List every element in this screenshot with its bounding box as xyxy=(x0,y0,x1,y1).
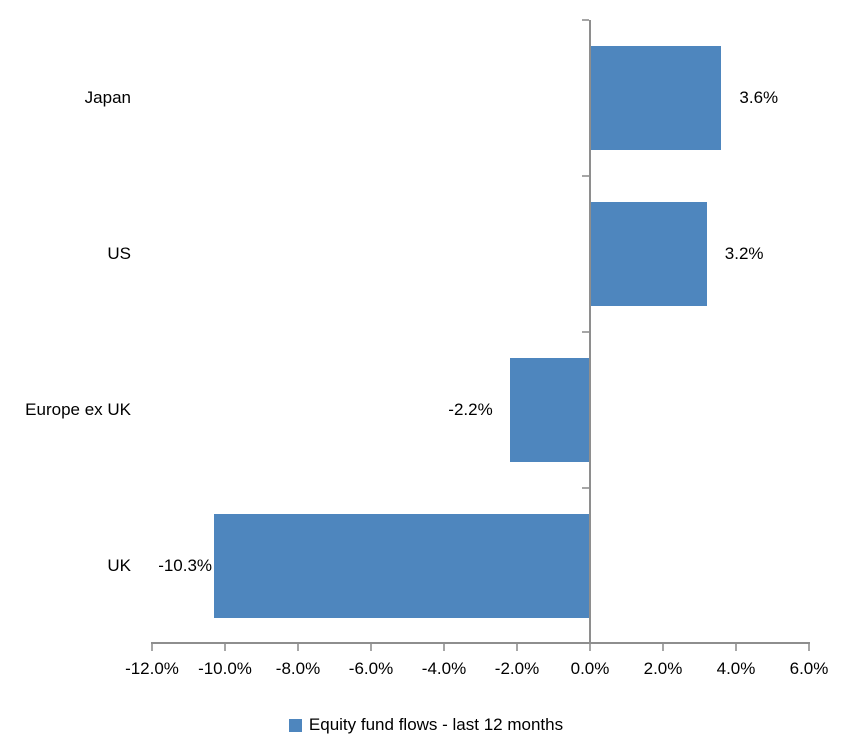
legend-swatch-icon xyxy=(288,718,302,732)
y-axis-tick xyxy=(582,19,589,21)
category-label: US xyxy=(107,244,131,263)
x-axis-tick-label: -8.0% xyxy=(275,659,321,678)
value-label: -10.3% xyxy=(158,556,213,575)
category-label: UK xyxy=(107,556,131,575)
x-axis-tick-label: 6.0% xyxy=(789,659,829,678)
bar xyxy=(509,358,590,462)
x-axis-tick-label: -4.0% xyxy=(421,659,467,678)
x-axis-line xyxy=(151,642,810,644)
bar xyxy=(590,202,707,306)
x-axis-tick xyxy=(662,644,664,651)
x-axis-tick-label: -2.0% xyxy=(494,659,540,678)
plot-area: Japan 3.6% US 3.2% Europe ex UK -2.2% UK -10.3%… xyxy=(25,19,829,678)
value-label: 3.2% xyxy=(724,244,764,263)
y-axis-tick xyxy=(582,331,589,333)
x-axis-tick xyxy=(443,644,445,651)
x-axis-tick-label: 4.0% xyxy=(716,659,756,678)
x-axis-tick xyxy=(589,644,591,651)
x-axis-tick xyxy=(297,644,299,651)
bar xyxy=(590,46,722,150)
x-axis-tick xyxy=(370,644,372,651)
x-axis-tick xyxy=(735,644,737,651)
x-axis-tick-label: -6.0% xyxy=(348,659,394,678)
x-axis-tick xyxy=(516,644,518,651)
x-axis-tick xyxy=(224,644,226,651)
category-label: Japan xyxy=(84,88,131,107)
x-axis-tick xyxy=(151,644,153,651)
y-axis-tick xyxy=(582,487,589,489)
x-axis-tick-label: 0.0% xyxy=(570,659,610,678)
value-label: 3.6% xyxy=(739,88,779,107)
x-axis-tick-label: -12.0% xyxy=(125,659,179,678)
y-axis-tick xyxy=(582,175,589,177)
x-axis-tick-label: -10.0% xyxy=(198,659,252,678)
legend-label: Equity fund flows - last 12 months xyxy=(308,715,564,734)
category-label: Europe ex UK xyxy=(25,400,131,419)
x-axis-tick-label: 2.0% xyxy=(643,659,683,678)
bar xyxy=(214,514,590,618)
legend: Equity fund flows - last 12 months xyxy=(0,711,852,739)
value-label: -2.2% xyxy=(448,400,493,419)
y-axis-line xyxy=(589,20,591,651)
x-axis-tick xyxy=(808,644,810,651)
